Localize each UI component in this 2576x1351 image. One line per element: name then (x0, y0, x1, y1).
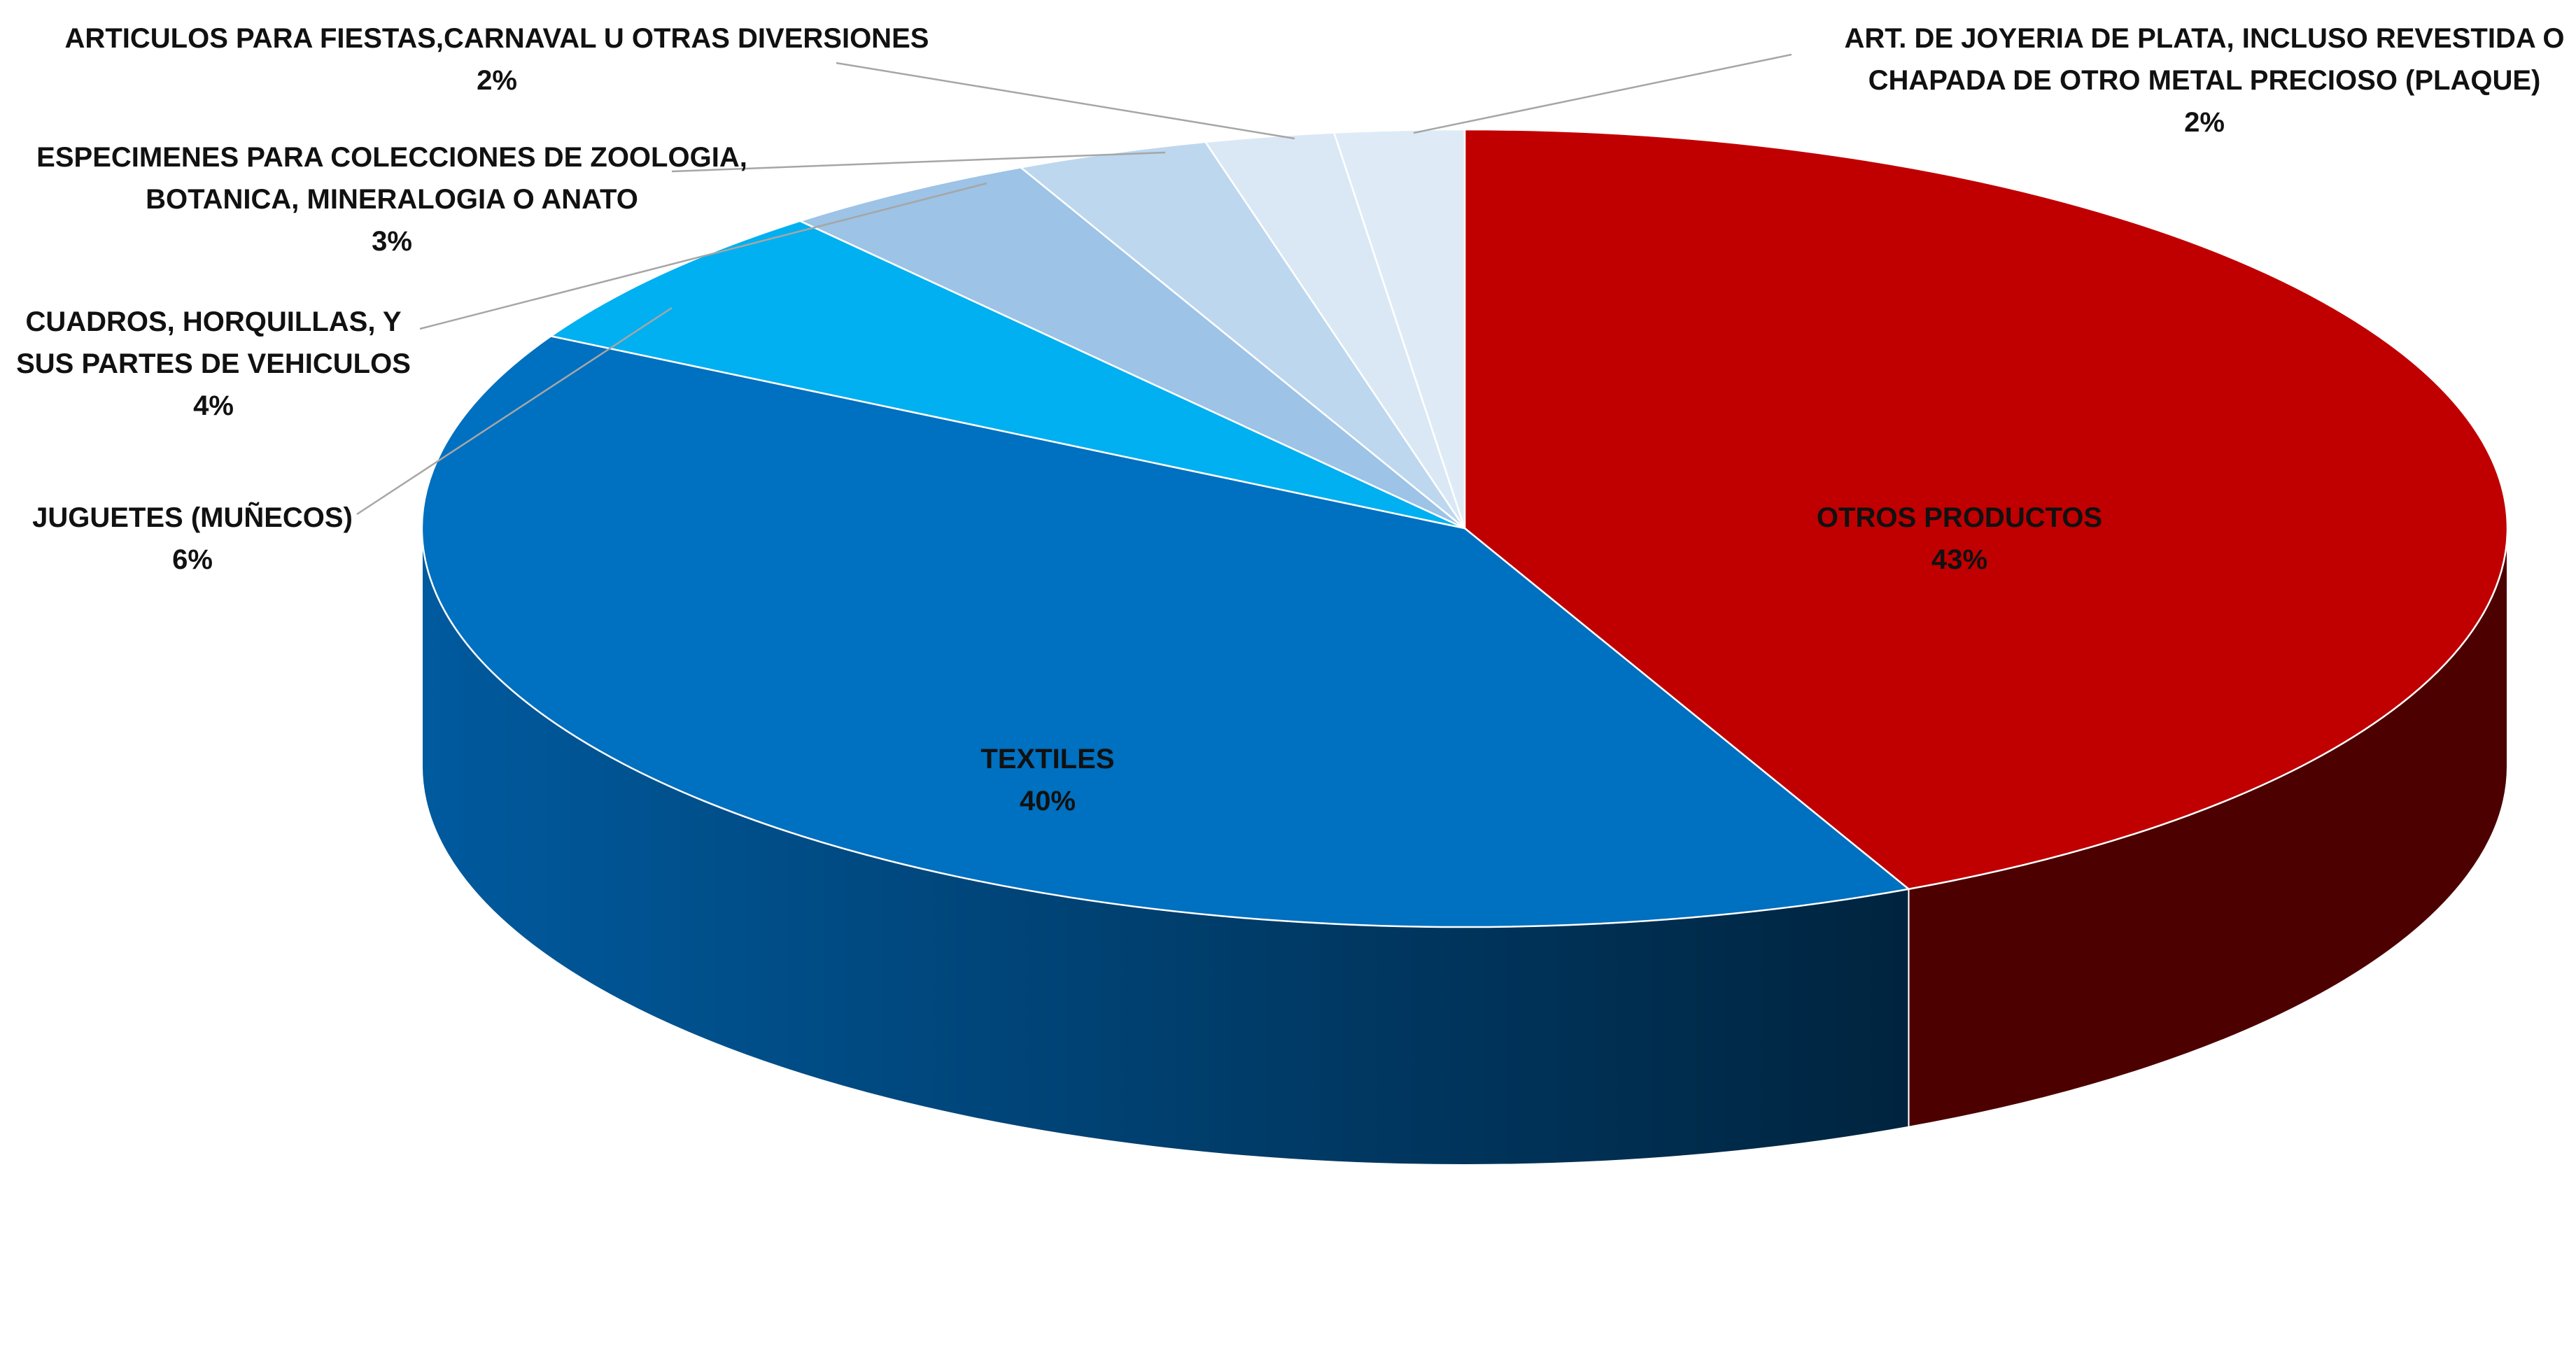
data-label-value-textiles: 40% (1020, 786, 1076, 816)
leader-lines (356, 53, 1792, 516)
data-label-name-cuadros-horquillas-y-sus-partes-de-vehiculos: CUADROS, HORQUILLAS, Y (25, 306, 401, 337)
pie-tops (421, 128, 2509, 928)
data-label-name-art-de-joyeria-de-plata-incluso-revestida-o-chapada-de-otro-metal-precioso-plaque: ART. DE JOYERIA DE PLATA, INCLUSO REVEST… (1845, 23, 2565, 54)
pie-slice-juguetes-mu-ecos (550, 220, 1466, 530)
leader-line-juguetes-mu-ecos (356, 306, 673, 516)
data-label-name-especimenes-para-colecciones-de-zoologia-botanica-mineralogia-o-anato: ESPECIMENES PARA COLECCIONES DE ZOOLOGIA… (36, 142, 747, 173)
pie-slice-otros-productos (1463, 128, 2509, 890)
leader-line-articulos-para-fiestas-carnaval-u-otras-diversiones (836, 62, 1295, 140)
data-label-name-textiles: TEXTILES (980, 744, 1114, 774)
data-label-name-especimenes-para-colecciones-de-zoologia-botanica-mineralogia-o-anato: BOTANICA, MINERALOGIA O ANATO (146, 184, 638, 215)
data-label-value-art-de-joyeria-de-plata-incluso-revestida-o-chapada-de-otro-metal-precioso-plaque: 2% (2184, 107, 2225, 138)
data-label-name-juguetes-mu-ecos: JUGUETES (MUÑECOS) (32, 501, 353, 533)
leader-line-cuadros-horquillas-y-sus-partes-de-vehiculos (419, 182, 987, 330)
data-label-value-cuadros-horquillas-y-sus-partes-de-vehiculos: 4% (193, 390, 234, 421)
pie-slice-cuadros-horquillas-y-sus-partes-de-vehiculos (798, 166, 1466, 530)
data-label-name-articulos-para-fiestas-carnaval-u-otras-diversiones: ARTICULOS PARA FIESTAS,CARNAVAL U OTRAS … (65, 23, 929, 54)
data-label-name-cuadros-horquillas-y-sus-partes-de-vehiculos: SUS PARTES DE VEHICULOS (16, 348, 411, 379)
pie-slice-textiles (421, 335, 1910, 928)
data-label-name-art-de-joyeria-de-plata-incluso-revestida-o-chapada-de-otro-metal-precioso-plaque: CHAPADA DE OTRO METAL PRECIOSO (PLAQUE) (1868, 65, 2541, 96)
pie-slice-art-de-joyeria-de-plata-incluso-revestida-o-chapada-de-otro-metal-precioso-plaque (1333, 128, 1466, 530)
leader-line-especimenes-para-colecciones-de-zoologia-botanica-mineralogia-o-anato (671, 151, 1166, 173)
data-label-value-juguetes-mu-ecos: 6% (172, 544, 213, 575)
data-label-value-articulos-para-fiestas-carnaval-u-otras-diversiones: 2% (477, 65, 517, 96)
leader-line-art-de-joyeria-de-plata-incluso-revestida-o-chapada-de-otro-metal-precioso-plaque (1413, 53, 1792, 134)
data-label-value-otros-productos: 43% (1931, 544, 1987, 575)
pie-slice-especimenes-para-colecciones-de-zoologia-botanica-mineralogia-o-anato (1020, 141, 1466, 530)
data-label-value-especimenes-para-colecciones-de-zoologia-botanica-mineralogia-o-anato: 3% (372, 226, 412, 257)
data-labels: OTROS PRODUCTOS 43% TEXTILES 40% JUGUETES (M… (16, 23, 2564, 816)
data-label-name-otros-productos: OTROS PRODUCTOS (1817, 502, 2102, 533)
